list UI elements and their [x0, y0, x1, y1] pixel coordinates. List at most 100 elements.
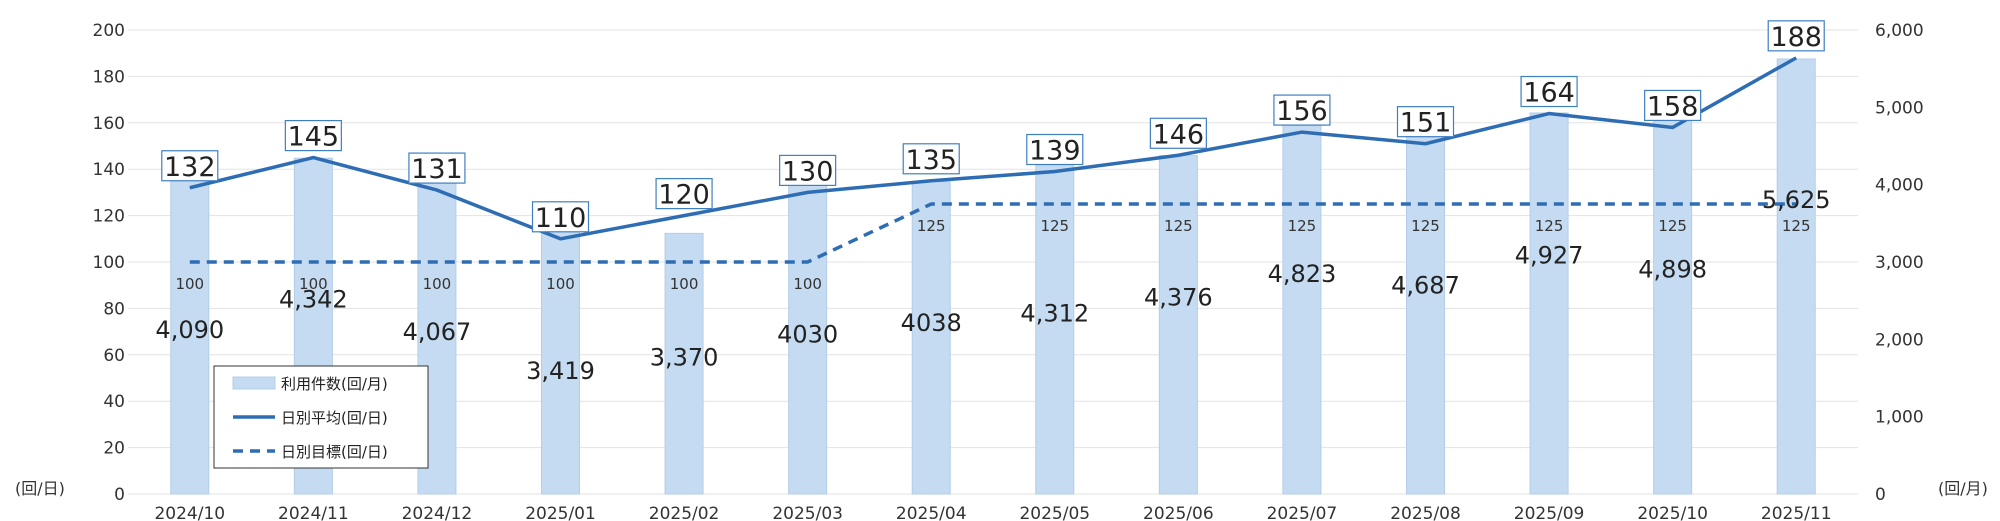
data-label-daily-target: 125: [1411, 217, 1440, 235]
left-axis-tick-label: 60: [103, 346, 125, 366]
data-label-usage-count: 3,370: [650, 344, 719, 372]
data-label-box-daily-average: [1149, 117, 1207, 149]
legend-label-daily-target: 日別目標(回/日): [281, 443, 388, 461]
right-axis-tick-label: 4,000: [1875, 176, 1924, 196]
left-axis-tick-label: 140: [93, 160, 125, 180]
data-label-usage-count: 4,067: [403, 318, 472, 346]
data-label-daily-target: 125: [917, 217, 946, 235]
data-label-daily-target: 125: [1040, 217, 1069, 235]
data-label-box-daily-average: [1520, 75, 1578, 108]
data-label-daily-average: 145: [288, 122, 340, 153]
data-label-daily-average: 151: [1400, 108, 1452, 139]
data-label-daily-target: 125: [1164, 217, 1193, 235]
x-axis-tick-label: 2025/04: [896, 504, 967, 521]
data-label-usage-count: 4,898: [1638, 255, 1707, 283]
x-axis-tick-label: 2025/01: [525, 504, 596, 521]
data-label-daily-target: 125: [1288, 217, 1317, 235]
data-label-usage-count: 4038: [901, 309, 962, 337]
x-axis-tick-label: 2024/11: [278, 504, 349, 521]
data-label-daily-average: 146: [1153, 119, 1205, 150]
data-label-box-daily-average: [1644, 89, 1702, 122]
data-label-daily-target: 100: [175, 275, 204, 293]
x-axis-tick-label: 2025/02: [649, 504, 720, 521]
data-label-usage-count: 4,376: [1144, 283, 1213, 311]
data-labels: 100 100 100 100 100 100 125 125 125 125 125 125 125 1…: [155, 20, 1831, 385]
data-label-daily-target: 100: [546, 275, 575, 293]
data-label-daily-average: 130: [782, 156, 834, 187]
bar-usage-count: [664, 232, 704, 495]
data-label-box-daily-average: [1273, 94, 1331, 126]
x-axis-tick-label: 2024/10: [154, 504, 225, 521]
data-label-daily-average: 139: [1029, 136, 1081, 167]
data-label-usage-count: 4,090: [155, 316, 224, 344]
right-axis-tick-label: 6,000: [1875, 21, 1924, 41]
legend: 利用件数(回/月) 日別平均(回/日) 日別目標(回/日): [213, 365, 429, 469]
bar-usage-count: [1035, 160, 1075, 495]
data-label-daily-average: 110: [535, 203, 587, 234]
left-axis-tick-label: 100: [93, 253, 125, 273]
data-label-daily-average: 156: [1276, 96, 1328, 127]
left-axis-unit: (回/日): [15, 479, 65, 498]
data-label-box-daily-average: [1767, 20, 1825, 52]
line-daily-average: [189, 56, 1798, 241]
data-label-usage-count: 3,419: [526, 357, 595, 385]
left-axis-tick-label: 120: [93, 207, 125, 227]
data-label-box-daily-average: [655, 178, 713, 210]
left-axis-tick-label: 200: [93, 21, 125, 41]
left-axis-tick-label: 40: [103, 392, 125, 412]
line-daily-target: [189, 202, 1797, 264]
data-label-daily-average: 164: [1523, 78, 1575, 109]
legend-label-daily-average: 日別平均(回/日): [281, 409, 388, 427]
bar-usage-count: [170, 177, 210, 495]
x-axis-tick-label: 2025/10: [1637, 504, 1708, 521]
data-label-daily-average: 135: [905, 145, 957, 176]
x-axis-tick-label: 2025/06: [1143, 504, 1214, 521]
left-axis-tick-label: 180: [93, 67, 125, 87]
data-label-daily-average: 120: [658, 180, 710, 211]
right-axis-tick-label: 1,000: [1875, 408, 1924, 428]
bar-usage-count: [1406, 131, 1445, 495]
data-label-daily-average: 132: [164, 152, 216, 183]
x-axis-tick-label: 2025/08: [1390, 504, 1461, 521]
data-label-box-daily-average: [161, 150, 219, 182]
data-label-usage-count: 4,927: [1515, 242, 1584, 270]
axes: (回/日) (回/月) 0 20 40 60 80 100 120 140 160 180 200 0…: [15, 21, 1988, 521]
data-label-daily-average: 188: [1770, 22, 1822, 53]
right-axis-tick-label: 5,000: [1875, 98, 1924, 118]
bar-usage-count: [1529, 112, 1569, 495]
x-axis-tick-label: 2025/05: [1019, 504, 1090, 521]
x-axis-tick-label: 2024/12: [402, 504, 473, 521]
data-label-usage-count: 4,823: [1268, 260, 1337, 288]
data-label-usage-count: 4,687: [1391, 272, 1460, 300]
bar-usage-count: [1158, 155, 1198, 495]
data-label-usage-count: 4,342: [279, 286, 348, 314]
x-axis-tick-label: 2025/09: [1514, 504, 1585, 521]
data-label-daily-target: 125: [1535, 217, 1564, 235]
data-label-daily-target: 100: [670, 275, 699, 293]
data-label-box-daily-average: [408, 152, 466, 184]
data-label-box-daily-average: [1026, 133, 1084, 166]
legend-label-usage-count: 利用件数(回/月): [281, 375, 388, 393]
data-label-daily-target: 100: [423, 275, 452, 293]
right-axis-tick-label: 2,000: [1875, 330, 1924, 350]
data-label-box-daily-average: [531, 201, 590, 233]
bars-series-usage-count: [170, 58, 1816, 495]
data-label-daily-average: 158: [1647, 91, 1699, 122]
data-label-box-daily-average: [902, 143, 960, 175]
left-axis-tick-label: 20: [103, 439, 125, 459]
bar-usage-count: [1653, 114, 1693, 495]
line-series: [189, 56, 1798, 264]
data-label-box-daily-average: [1396, 106, 1455, 138]
right-axis-tick-label: 3,000: [1875, 253, 1924, 273]
right-axis-unit: (回/月): [1938, 479, 1988, 498]
data-label-daily-target: 125: [1658, 217, 1687, 235]
right-axis-tick-label: 0: [1875, 485, 1886, 505]
left-axis-tick-label: 80: [103, 299, 125, 319]
bar-usage-count: [1282, 120, 1322, 495]
data-label-usage-count: 5,625: [1762, 186, 1831, 214]
left-axis-tick-label: 0: [114, 485, 125, 505]
data-label-box-daily-average: [284, 119, 342, 152]
left-axis-tick-label: 160: [93, 114, 125, 134]
bar-usage-count: [1776, 58, 1816, 495]
